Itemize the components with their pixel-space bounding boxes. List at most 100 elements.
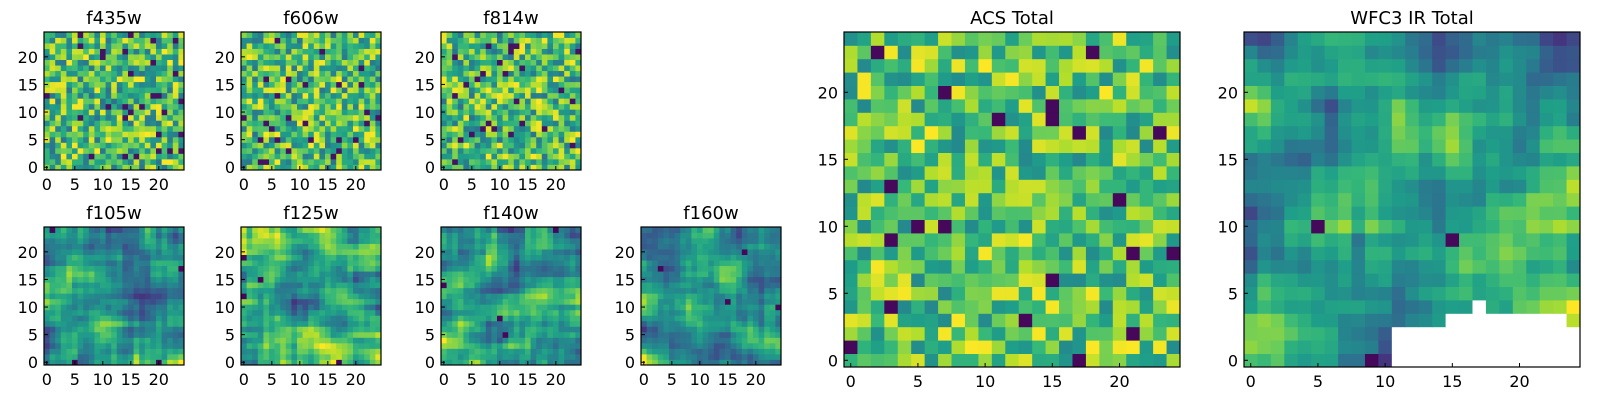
heatmap-cell: [302, 320, 309, 327]
heatmap-cell: [66, 92, 73, 99]
heatmap-cell: [44, 243, 50, 250]
heatmap-cell: [1153, 273, 1167, 287]
heatmap-cell: [978, 326, 993, 341]
heatmap-cell: [133, 271, 140, 278]
heatmap-cell: [353, 32, 359, 38]
heatmap-cell: [111, 70, 118, 77]
heatmap-cell: [167, 315, 174, 322]
heatmap-cell: [485, 359, 492, 366]
heatmap-cell: [77, 282, 84, 289]
heatmap-cell: [536, 260, 543, 267]
heatmap-cell: [49, 76, 56, 83]
heatmap-cell: [502, 353, 509, 360]
heatmap-cell: [252, 282, 259, 289]
heatmap-cell: [252, 32, 259, 38]
heatmap-cell: [730, 359, 737, 366]
heatmap-cell: [564, 37, 571, 44]
heatmap-cell: [364, 276, 371, 283]
heatmap-cell: [364, 125, 371, 132]
heatmap-cell: [725, 287, 731, 294]
heatmap-cell: [302, 125, 309, 132]
heatmap-cell: [263, 353, 270, 360]
heatmap-cell: [725, 232, 731, 239]
heatmap-cell: [541, 315, 548, 322]
heatmap-cell: [252, 48, 259, 55]
heatmap-cell: [753, 315, 759, 322]
heatmap-cell: [100, 298, 106, 305]
heatmap-cell: [525, 103, 531, 110]
heatmap-cell: [747, 271, 754, 278]
heatmap-cell: [564, 120, 571, 127]
heatmap-cell: [964, 179, 979, 194]
heatmap-cell: [446, 271, 453, 278]
heatmap-cell: [313, 76, 320, 83]
heatmap-cell: [128, 304, 134, 311]
heatmap-cell: [330, 320, 337, 327]
heatmap-cell: [485, 32, 492, 38]
heatmap-cell: [530, 232, 537, 239]
heatmap-cell: [844, 139, 858, 153]
heatmap-cell: [291, 147, 298, 154]
heatmap-cell: [72, 304, 78, 311]
heatmap-cell: [347, 136, 354, 143]
heatmap-cell: [77, 298, 84, 305]
heatmap-cell: [66, 342, 73, 349]
heatmap-cell: [446, 320, 453, 327]
heatmap-cell: [485, 65, 492, 72]
heatmap-cell: [1085, 206, 1100, 220]
heatmap-cell: [991, 233, 1006, 247]
heatmap-cell: [150, 353, 157, 360]
heatmap-cell: [128, 238, 134, 244]
heatmap-cell: [457, 353, 464, 360]
heatmap-cell: [100, 260, 106, 267]
heatmap-cell: [764, 232, 771, 239]
heatmap-cell: [308, 265, 315, 272]
heatmap-cell: [347, 125, 354, 132]
heatmap-cell: [978, 340, 993, 354]
heatmap-cell: [463, 92, 470, 99]
heatmap-cell: [122, 287, 129, 294]
heatmap-cell: [358, 359, 365, 366]
heatmap-cell: [474, 136, 481, 143]
heatmap-cell: [66, 331, 73, 338]
heatmap-cell: [128, 43, 134, 49]
heatmap-cell: [730, 348, 737, 355]
heatmap-cell: [285, 337, 292, 344]
heatmap-cell: [241, 70, 247, 77]
heatmap-cell: [741, 249, 748, 255]
heatmap-cell: [646, 254, 653, 261]
heatmap-cell: [274, 342, 281, 349]
heatmap-cell: [133, 304, 140, 311]
heatmap-cell: [508, 265, 515, 272]
heatmap-cell: [1139, 166, 1154, 180]
heatmap-cell: [480, 232, 487, 239]
heatmap-cell: [144, 326, 151, 333]
heatmap-cell: [469, 298, 475, 305]
heatmap-cell: [297, 331, 303, 338]
heatmap-cell: [178, 326, 185, 333]
heatmap-cell: [474, 120, 481, 127]
heatmap-cell: [870, 152, 885, 167]
heatmap-cell: [347, 54, 354, 60]
heatmap-cell: [274, 309, 281, 316]
heatmap-cell: [558, 131, 565, 138]
heatmap-cell: [161, 125, 168, 132]
heatmap-cell: [536, 254, 543, 261]
heatmap-cell: [150, 147, 157, 154]
heatmap-cell: [161, 54, 168, 60]
heatmap-cell: [150, 164, 157, 171]
heatmap-cell: [353, 238, 359, 244]
heatmap-cell: [172, 43, 179, 49]
heatmap-cell: [691, 353, 698, 360]
heatmap-cell: [530, 109, 537, 116]
heatmap-cell: [336, 243, 343, 250]
heatmap-cell: [541, 249, 548, 255]
heatmap-cell: [358, 103, 365, 110]
heatmap-cell: [485, 131, 492, 138]
heatmap-cell: [122, 326, 129, 333]
heatmap-cell: [341, 158, 348, 165]
heatmap-cell: [1166, 219, 1181, 234]
heatmap-cell: [150, 249, 157, 255]
heatmap-cell: [502, 158, 509, 165]
heatmap-cell: [280, 293, 287, 300]
